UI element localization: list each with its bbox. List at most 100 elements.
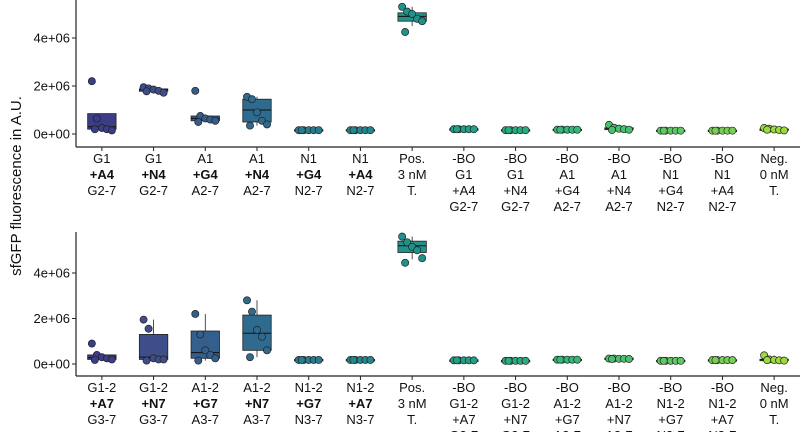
data-point (263, 346, 271, 355)
data-point (763, 356, 772, 365)
data-point (253, 325, 261, 334)
data-point (87, 77, 96, 86)
y-tick-label: 0e+00 (33, 127, 70, 142)
x-tick-label: Neg. 0 nM T. (760, 151, 789, 198)
data-point (263, 120, 271, 129)
category-group: N1-2 +G7 N3-7 (294, 355, 324, 427)
x-tick-label: -BO N1 +A4 N2-7 (708, 151, 736, 214)
category-group: -BO N1 +A4 N2-7 (707, 126, 738, 214)
x-tick-label: N1 +G4 N2-7 (295, 151, 323, 198)
data-point (676, 356, 685, 365)
data-point (403, 238, 412, 247)
x-tick-label: -BO N1 +G4 N2-7 (657, 151, 685, 214)
data-point (659, 356, 668, 365)
data-point (159, 355, 168, 364)
data-point (201, 346, 210, 355)
panel-top: 0e+00 2e+06 4e+06 G1 +A4 G2-7 G1 +N4 G2-7 A1 +G4 A2… (33, 0, 800, 214)
x-tick-label: Pos. 3 nM T. (398, 380, 427, 427)
data-point (92, 114, 101, 123)
data-point (196, 330, 205, 339)
data-point (107, 355, 116, 364)
data-point (246, 353, 254, 362)
data-point (418, 254, 427, 263)
data-point (211, 354, 220, 363)
data-point (211, 116, 220, 125)
data-point (191, 310, 200, 318)
data-point (258, 332, 266, 341)
data-point (780, 126, 789, 135)
data-point (349, 126, 358, 135)
category-group: -BO A1 +N4 A2-7 (604, 120, 634, 214)
data-point (401, 258, 410, 267)
data-point (142, 87, 151, 96)
data-point (625, 125, 633, 134)
data-point (243, 296, 251, 305)
category-group: -BO N1 +G4 N2-7 (656, 126, 686, 214)
data-point (573, 355, 582, 364)
data-point (107, 126, 116, 135)
data-point (608, 355, 616, 363)
data-point (608, 125, 616, 134)
data-point (159, 88, 168, 97)
x-tick-label: A1-2 +N7 A3-7 (243, 380, 270, 427)
category-group: -BO G1 +A4 G2-7 (449, 125, 479, 214)
data-point (728, 356, 737, 365)
x-tick-label: N1-2 +G7 N3-7 (295, 380, 323, 427)
data-point (469, 125, 478, 134)
y-tick-label: 4e+06 (33, 266, 70, 281)
data-point (248, 95, 256, 104)
x-tick-label: A1 +N4 A2-7 (243, 151, 270, 198)
data-point (401, 28, 410, 36)
data-point (398, 232, 407, 241)
data-point (144, 324, 153, 333)
data-point (349, 355, 358, 364)
x-tick-label: N1 +A4 N2-7 (346, 151, 374, 198)
data-point (521, 126, 530, 135)
x-tick-label: -BO A1 +N4 A2-7 (605, 151, 632, 214)
panel-bottom: 0e+00 2e+06 4e+06 G1-2 +A7 G3-7 G1-2 +N7 G3-7 A1-… (33, 232, 800, 432)
data-point (763, 125, 772, 134)
x-tick-label: G1-2 +A7 G3-7 (87, 380, 116, 427)
x-tick-label: G1-2 +N7 G3-7 (139, 380, 168, 427)
data-point (248, 307, 256, 316)
data-point (297, 126, 306, 135)
category-group: G1 +A4 G2-7 (87, 77, 117, 198)
data-point (139, 315, 148, 324)
category-group: G1 +N4 G2-7 (138, 83, 169, 198)
data-point (780, 356, 789, 365)
data-point (504, 356, 513, 365)
data-point (413, 246, 422, 255)
data-point (366, 126, 375, 135)
data-point (556, 355, 565, 364)
data-point (728, 126, 737, 135)
x-tick-label: Pos. 3 nM T. (398, 151, 427, 198)
data-point (297, 355, 306, 364)
category-group: Pos. 3 nM T. (397, 232, 427, 427)
data-point (711, 356, 720, 365)
data-point (142, 356, 151, 365)
x-tick-label: G1 +A4 G2-7 (87, 151, 116, 198)
data-point (90, 125, 99, 134)
data-point (469, 356, 478, 365)
category-group: A1 +G4 A2-7 (190, 86, 220, 198)
x-tick-label: G1 +N4 G2-7 (139, 151, 168, 198)
x-tick-label: Neg. 0 nM T. (760, 380, 789, 427)
data-point (418, 17, 427, 26)
x-tick-label: A1-2 +G7 A3-7 (192, 380, 219, 427)
category-group: Pos. 3 nM T. (397, 2, 427, 198)
category-group: G1-2 +N7 G3-7 (138, 315, 169, 427)
data-point (191, 86, 200, 95)
data-point (408, 10, 417, 18)
y-tick-label: 2e+06 (33, 311, 70, 326)
data-point (246, 121, 254, 130)
